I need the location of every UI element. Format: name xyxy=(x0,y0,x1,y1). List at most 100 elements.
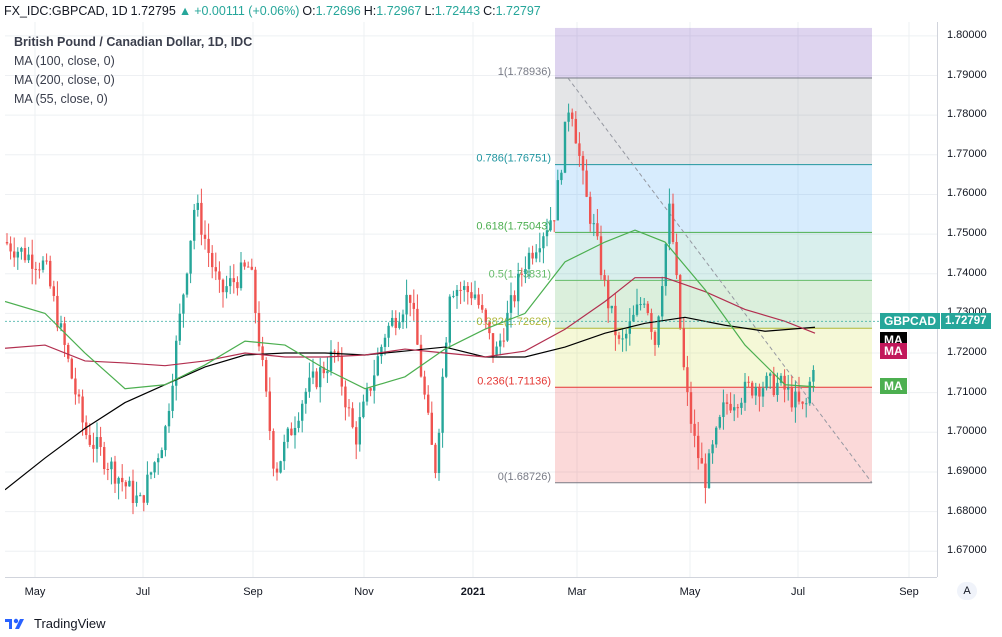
candle-body xyxy=(736,407,739,409)
candle-body xyxy=(95,437,99,449)
candle-body xyxy=(358,417,361,445)
candle-body xyxy=(203,234,207,239)
candle-body xyxy=(59,323,63,328)
candle-body xyxy=(293,427,297,436)
ma-55-badge: MA xyxy=(880,377,907,394)
price-tick: 1.76000 xyxy=(947,187,987,200)
candle-body xyxy=(383,337,387,347)
candle-body xyxy=(697,435,700,459)
candle-body xyxy=(160,450,163,459)
candle-body xyxy=(67,344,70,359)
candle-body xyxy=(412,302,415,309)
candle-body xyxy=(247,266,250,268)
candle-body xyxy=(31,254,34,269)
candle-body xyxy=(675,241,678,276)
fib-zone xyxy=(555,387,872,483)
candle-body xyxy=(538,248,541,253)
candle-body xyxy=(599,236,603,276)
candle-body xyxy=(56,295,59,328)
candle-body xyxy=(16,251,19,258)
candle-body xyxy=(149,472,153,475)
candle-body xyxy=(772,373,775,395)
fib-zone xyxy=(555,78,872,165)
brand-name: TradingView xyxy=(34,615,106,631)
candle-body xyxy=(27,254,30,261)
candle-body xyxy=(326,371,329,374)
candle-body xyxy=(495,346,498,356)
legend-ma-100[interactable]: MA (100, close, 0) xyxy=(14,54,115,68)
candle-body xyxy=(139,495,142,497)
candle-body xyxy=(441,376,444,433)
price-tick: 1.74000 xyxy=(947,266,987,279)
candle-body xyxy=(751,382,754,396)
price-axis[interactable]: 1.80000 1.79000 1.78000 1.77000 1.76000 1.750… xyxy=(880,22,1002,577)
legend-ma-200[interactable]: MA (200, close, 0) xyxy=(14,73,115,87)
candle-body xyxy=(617,335,621,339)
candle-body xyxy=(668,203,671,244)
candle-body xyxy=(686,367,689,393)
symbol-title[interactable]: FX_IDC:GBPCAD, 1D xyxy=(4,4,128,18)
candle-body xyxy=(394,317,397,328)
candle-body xyxy=(146,474,149,503)
candle-body xyxy=(632,314,635,322)
candle-body xyxy=(491,333,495,356)
price-tick: 1.70000 xyxy=(947,425,987,438)
candle-body xyxy=(409,294,412,303)
footer-brand[interactable]: TradingView xyxy=(4,612,106,634)
candle-body xyxy=(581,155,585,171)
candle-body xyxy=(747,381,750,383)
candle-body xyxy=(272,431,275,469)
candle-body xyxy=(419,344,423,377)
legend-ma-55[interactable]: MA (55, close, 0) xyxy=(14,92,108,106)
candle-body xyxy=(481,305,484,310)
ma-100-line xyxy=(5,316,816,491)
candle-body xyxy=(718,417,721,428)
ma-200-line xyxy=(5,277,816,367)
chart-plot-area[interactable]: 1(1.78936) 0.786(1.76751) 0.618(1.75043) 0.… xyxy=(5,22,937,577)
candle-body xyxy=(477,294,480,306)
header-bar: FX_IDC:GBPCAD, 1D 1.72795 ▲ +0.00111 (+0… xyxy=(0,0,1002,22)
auto-scale-button[interactable]: A xyxy=(957,582,977,600)
candle-body xyxy=(506,312,509,341)
candle-body xyxy=(722,402,725,418)
candle-body xyxy=(423,376,426,395)
up-triangle-icon: ▲ xyxy=(178,4,192,18)
candle-body xyxy=(499,340,502,347)
candle-body xyxy=(322,367,325,374)
last-price-badge: 1.72797 xyxy=(941,313,991,330)
candle-body xyxy=(574,118,577,144)
fib-level-label: 0.236(1.71136) xyxy=(477,375,551,387)
candle-body xyxy=(77,394,81,397)
fib-zone xyxy=(555,328,872,388)
candle-body xyxy=(812,369,815,382)
candle-body xyxy=(603,275,606,281)
candle-body xyxy=(671,203,675,242)
candle-body xyxy=(153,462,156,473)
candle-body xyxy=(513,295,516,302)
candle-body xyxy=(776,382,779,395)
candle-body xyxy=(592,223,595,225)
chart-canvas[interactable]: 1(1.78936) 0.786(1.76751) 0.618(1.75043) 0.… xyxy=(5,22,937,577)
candle-body xyxy=(225,286,228,293)
price-tick: 1.71000 xyxy=(947,385,987,398)
open-label: O: xyxy=(302,4,316,18)
candle-body xyxy=(797,391,801,402)
legend-title[interactable]: British Pound / Canadian Dollar, 1D, IDC xyxy=(14,35,253,49)
candle-body xyxy=(74,378,77,395)
fib-zone xyxy=(555,232,872,281)
candle-body xyxy=(535,252,538,259)
candle-body xyxy=(805,403,808,405)
close-label: C: xyxy=(483,4,496,18)
candle-body xyxy=(243,262,246,267)
candle-body xyxy=(315,371,318,388)
candle-body xyxy=(369,388,372,391)
time-axis[interactable]: May Jul Sep Nov 2021 Mar May Jul Sep xyxy=(5,577,937,605)
candle-body xyxy=(743,381,747,403)
candle-body xyxy=(106,468,109,470)
candle-body xyxy=(20,248,23,252)
candle-body xyxy=(707,453,711,488)
candle-body xyxy=(502,340,505,342)
candle-body xyxy=(110,461,113,470)
candle-body xyxy=(610,305,613,309)
candle-body xyxy=(531,252,534,259)
